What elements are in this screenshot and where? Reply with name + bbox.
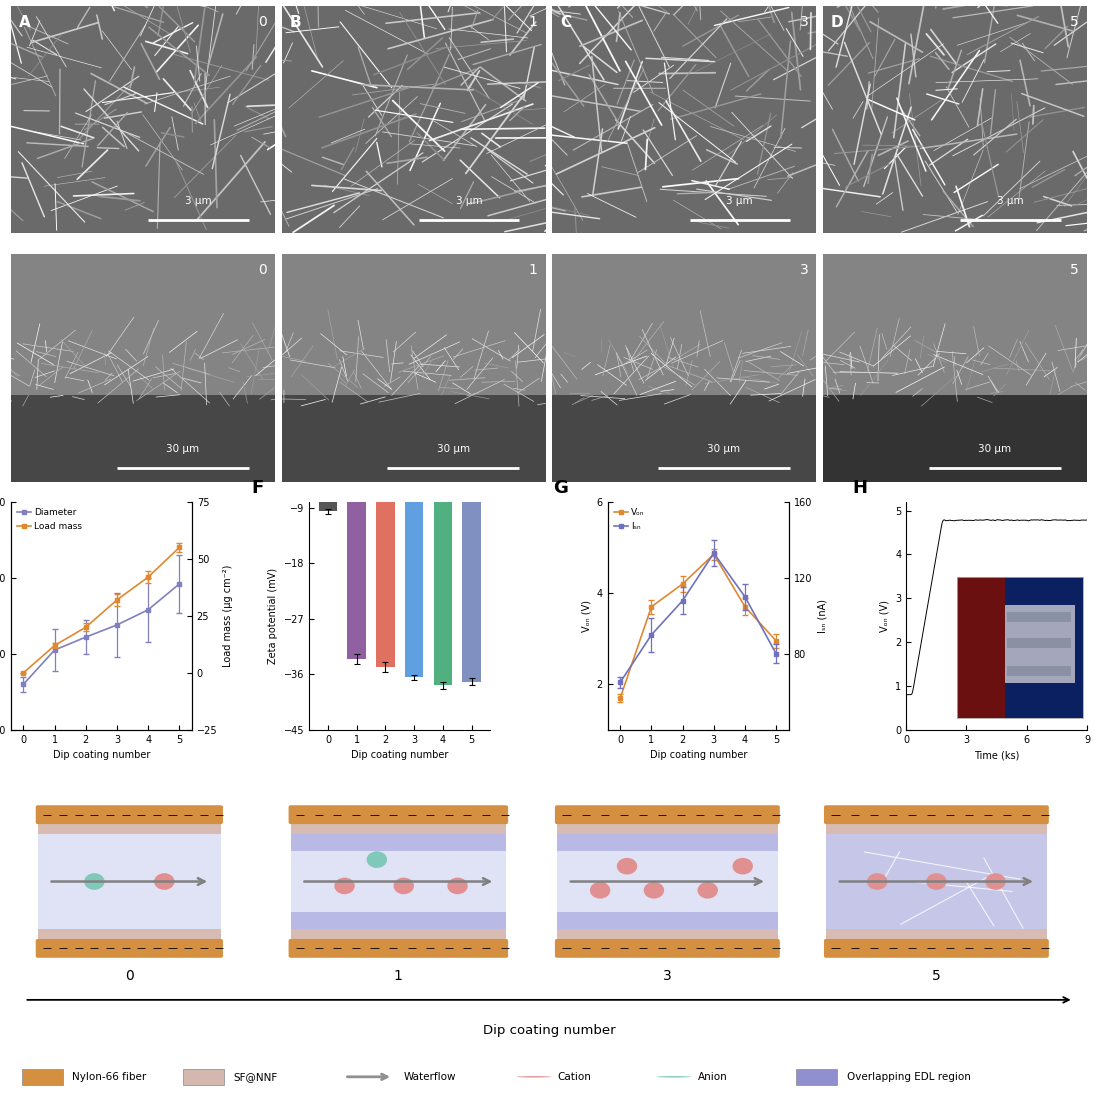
Bar xyxy=(37,822,221,835)
Legend: Vₒₙ, Iₛₙ: Vₒₙ, Iₛₙ xyxy=(613,507,647,532)
Circle shape xyxy=(590,882,610,899)
Bar xyxy=(291,835,506,851)
Text: 30 μm: 30 μm xyxy=(437,444,470,454)
Text: 3: 3 xyxy=(663,969,672,983)
Bar xyxy=(377,453,395,667)
Text: 5: 5 xyxy=(1071,14,1079,29)
Text: A: A xyxy=(19,14,31,30)
Text: 1: 1 xyxy=(529,263,538,277)
Circle shape xyxy=(447,878,468,894)
Bar xyxy=(462,453,481,682)
Text: 3 μm: 3 μm xyxy=(456,197,482,206)
Circle shape xyxy=(367,851,388,868)
Y-axis label: Iₛₙ (nA): Iₛₙ (nA) xyxy=(818,598,828,633)
Y-axis label: Load mass (μg cm⁻²): Load mass (μg cm⁻²) xyxy=(223,564,233,667)
Text: 3: 3 xyxy=(799,14,808,29)
Text: 1: 1 xyxy=(529,14,538,29)
Text: 1: 1 xyxy=(394,969,403,983)
Text: 30 μm: 30 μm xyxy=(707,444,740,454)
Bar xyxy=(826,928,1046,941)
Bar xyxy=(824,395,1087,481)
Circle shape xyxy=(732,858,753,874)
Text: D: D xyxy=(831,14,843,30)
Circle shape xyxy=(643,882,664,899)
Circle shape xyxy=(985,873,1006,890)
Bar xyxy=(434,453,452,686)
Bar xyxy=(183,1069,224,1084)
Text: 0: 0 xyxy=(258,263,267,277)
Bar xyxy=(557,835,777,851)
Bar xyxy=(552,395,816,481)
Text: Overlapping EDL region: Overlapping EDL region xyxy=(847,1072,971,1082)
Text: H: H xyxy=(852,479,867,497)
Bar xyxy=(291,912,506,928)
Y-axis label: Zeta potential (mV): Zeta potential (mV) xyxy=(268,567,278,664)
Bar xyxy=(291,928,506,941)
Bar xyxy=(37,928,221,941)
Text: Anion: Anion xyxy=(697,1072,727,1082)
Bar xyxy=(282,395,546,481)
FancyBboxPatch shape xyxy=(554,938,780,958)
FancyBboxPatch shape xyxy=(289,938,508,958)
Circle shape xyxy=(517,1076,551,1078)
Text: 3 μm: 3 μm xyxy=(186,197,212,206)
Bar xyxy=(318,453,337,511)
Circle shape xyxy=(697,882,718,899)
Bar xyxy=(796,1069,838,1084)
X-axis label: Dip coating number: Dip coating number xyxy=(351,751,448,761)
Text: Waterflow: Waterflow xyxy=(404,1072,457,1082)
Text: B: B xyxy=(290,14,301,30)
Bar xyxy=(22,1069,63,1084)
Y-axis label: Vₒₙ (V): Vₒₙ (V) xyxy=(879,599,889,631)
X-axis label: Time (ks): Time (ks) xyxy=(974,751,1019,761)
Text: 3 μm: 3 μm xyxy=(727,197,753,206)
Bar xyxy=(557,822,777,835)
Text: Dip coating number: Dip coating number xyxy=(483,1025,615,1037)
Text: 0: 0 xyxy=(258,14,267,29)
Text: Cation: Cation xyxy=(558,1072,592,1082)
Bar xyxy=(11,395,274,481)
Legend: Diameter, Load mass: Diameter, Load mass xyxy=(15,507,85,532)
Circle shape xyxy=(154,873,175,890)
Circle shape xyxy=(617,858,637,874)
Bar xyxy=(826,835,1046,928)
Text: 3: 3 xyxy=(799,263,808,277)
Circle shape xyxy=(867,873,887,890)
Text: 30 μm: 30 μm xyxy=(978,444,1011,454)
Circle shape xyxy=(85,873,104,890)
X-axis label: Dip coating number: Dip coating number xyxy=(53,751,150,761)
Bar xyxy=(37,835,221,928)
Bar xyxy=(405,453,424,678)
Text: F: F xyxy=(251,479,264,497)
Bar xyxy=(557,928,777,941)
Text: 30 μm: 30 μm xyxy=(166,444,199,454)
FancyBboxPatch shape xyxy=(289,805,508,824)
FancyBboxPatch shape xyxy=(554,805,780,824)
Text: SF@NNF: SF@NNF xyxy=(234,1072,278,1082)
FancyBboxPatch shape xyxy=(36,938,223,958)
X-axis label: Dip coating number: Dip coating number xyxy=(650,751,747,761)
Bar xyxy=(347,453,366,659)
Text: 5: 5 xyxy=(1071,263,1079,277)
Text: Nylon-66 fiber: Nylon-66 fiber xyxy=(72,1072,146,1082)
Y-axis label: Vₒₙ (V): Vₒₙ (V) xyxy=(581,599,591,631)
Text: G: G xyxy=(553,479,569,497)
Circle shape xyxy=(393,878,414,894)
Text: C: C xyxy=(560,14,571,30)
Bar xyxy=(826,822,1046,835)
Bar xyxy=(557,835,777,928)
Circle shape xyxy=(334,878,355,894)
Text: 3 μm: 3 μm xyxy=(997,197,1023,206)
Text: 5: 5 xyxy=(932,969,941,983)
Circle shape xyxy=(657,1076,691,1078)
FancyBboxPatch shape xyxy=(36,805,223,824)
Bar xyxy=(291,822,506,835)
FancyBboxPatch shape xyxy=(824,938,1049,958)
FancyBboxPatch shape xyxy=(824,805,1049,824)
Bar xyxy=(291,835,506,928)
Text: 0: 0 xyxy=(125,969,134,983)
Bar xyxy=(557,912,777,928)
Circle shape xyxy=(926,873,946,890)
